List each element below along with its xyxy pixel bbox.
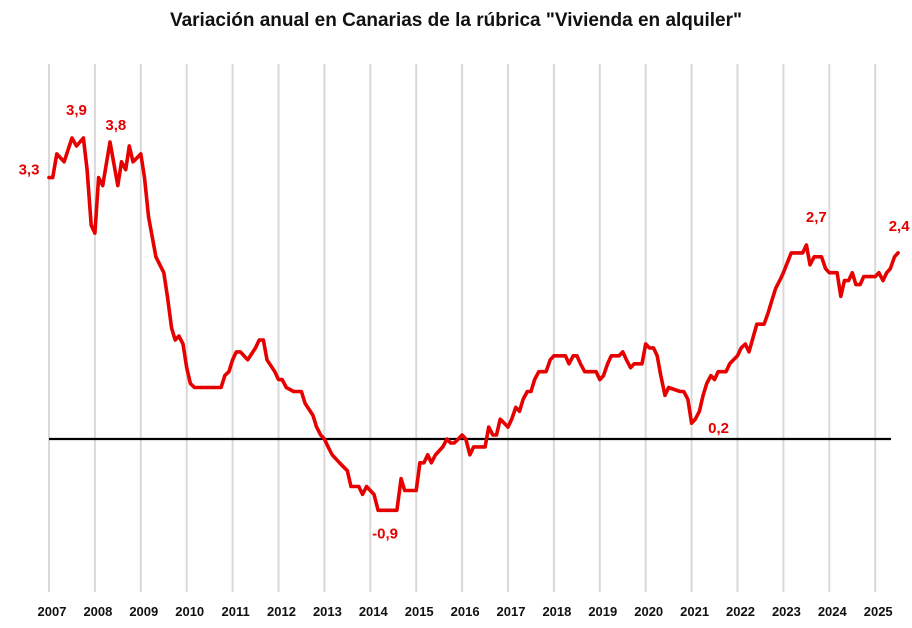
x-tick-label-2021: 2021 (680, 604, 709, 619)
data-label-1: 3,9 (66, 102, 87, 119)
x-tick-label-2011: 2011 (221, 604, 249, 619)
x-tick-label-2019: 2019 (588, 604, 617, 619)
x-tick-label-2020: 2020 (634, 604, 663, 619)
x-tick-label-2009: 2009 (129, 604, 158, 619)
data-label-6: 2,4 (889, 218, 911, 235)
x-tick-label-2014: 2014 (359, 604, 389, 619)
x-tick-label-2023: 2023 (772, 604, 801, 619)
chart-title: Variación anual en Canarias de la rúbric… (169, 10, 743, 31)
series-group (47, 136, 900, 513)
x-tick-label-2018: 2018 (542, 604, 571, 619)
x-tick-label-2025: 2025 (864, 604, 893, 619)
x-tick-label-2022: 2022 (726, 604, 755, 619)
x-axis-tick-labels: 2007 2008 2009 2010 2011 2012 2013 2014 2015 2016… (38, 604, 893, 619)
data-label-4: 0,2 (708, 420, 729, 437)
x-tick-label-2007: 2007 (38, 604, 67, 619)
series-line-0 (47, 136, 900, 513)
x-tick-label-2012: 2012 (267, 604, 296, 619)
data-label-3: -0,9 (372, 525, 398, 542)
data-label-2: 3,8 (105, 117, 126, 134)
data-labels: 3,3 3,9 3,8 -0,9 0,2 2,7 2,4 (19, 102, 911, 542)
x-tick-label-2017: 2017 (497, 604, 526, 619)
x-tick-label-2013: 2013 (313, 604, 342, 619)
data-label-5: 2,7 (806, 209, 827, 226)
x-tick-label-2008: 2008 (83, 604, 112, 619)
data-label-0: 3,3 (19, 162, 40, 179)
x-tick-label-2016: 2016 (451, 604, 480, 619)
x-tick-label-2010: 2010 (175, 604, 204, 619)
x-tick-label-2015: 2015 (405, 604, 434, 619)
x-tick-label-2024: 2024 (818, 604, 848, 619)
vertical-gridlines (48, 64, 877, 592)
